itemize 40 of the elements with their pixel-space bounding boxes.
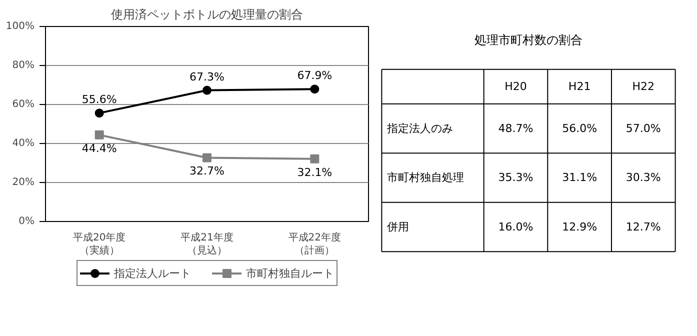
- data-label: 44.4%: [82, 142, 117, 155]
- y-tick-label: 40%: [12, 138, 35, 149]
- category-label: H22: [632, 80, 655, 94]
- point: [94, 130, 104, 140]
- chart-title: 使用済ペットボトルの処理量の割合: [111, 8, 303, 22]
- point: [202, 153, 212, 162]
- x-tick-label: 平成21年度（見込）: [180, 232, 234, 257]
- data-label: 55.6%: [82, 93, 117, 106]
- y-tick-label: 60%: [12, 99, 35, 110]
- y-tick-label: 100%: [6, 21, 35, 32]
- point: [94, 108, 104, 118]
- x-tick-label: 平成22年度（計画）: [288, 232, 342, 257]
- point: [202, 86, 212, 95]
- category-label: H20: [504, 80, 527, 94]
- data-label: 67.9%: [297, 69, 332, 82]
- category-label: 指定法人のみ: [386, 122, 453, 135]
- y-tick-label: 80%: [12, 60, 35, 71]
- y-tick-label: 0%: [18, 216, 35, 227]
- legend-label: 指定法人ルート: [114, 266, 191, 280]
- text: 処理市町村数の割合: [474, 32, 582, 47]
- category-label: 併用: [386, 220, 409, 234]
- point: [310, 154, 320, 164]
- text: 12.7%: [626, 220, 661, 234]
- point: [310, 84, 320, 94]
- data-label: 32.7%: [190, 164, 224, 178]
- text: 48.7%: [498, 122, 534, 135]
- text: 56.0%: [562, 122, 598, 135]
- y-tick-label: 20%: [12, 177, 35, 188]
- category-label: H21: [568, 80, 591, 94]
- text: 35.3%: [498, 171, 534, 184]
- text: 30.3%: [626, 171, 661, 184]
- text: 12.9%: [562, 220, 598, 234]
- legend-label: 市町村独自ルート: [246, 266, 334, 280]
- text: 31.1%: [562, 171, 598, 184]
- text: 57.0%: [626, 122, 661, 135]
- data-label: 32.1%: [297, 166, 332, 179]
- category-label: 市町村独自処理: [386, 171, 464, 184]
- text: 16.0%: [498, 220, 534, 234]
- x-tick-label: 平成20年度（実績）: [72, 232, 126, 257]
- data-label: 67.3%: [190, 70, 224, 84]
